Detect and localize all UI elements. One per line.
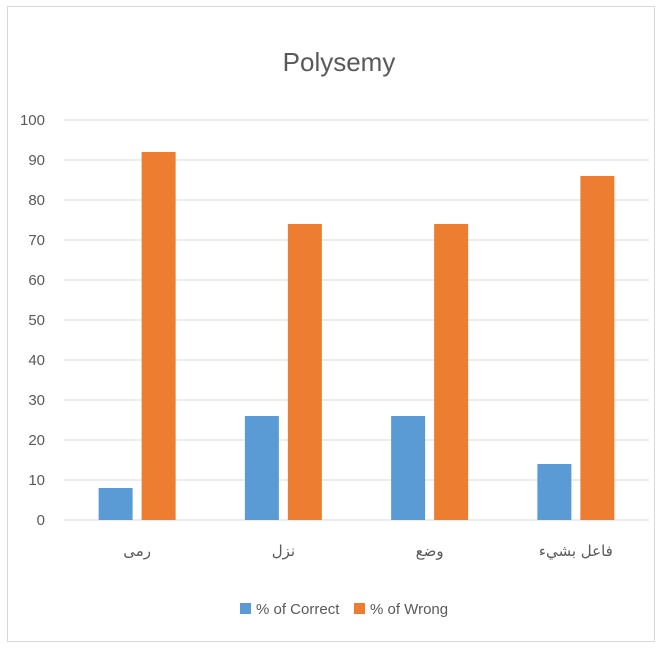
y-tick-label: 40 <box>28 352 45 369</box>
bar-correct <box>98 488 133 520</box>
legend: % of Correct % of Wrong <box>240 601 448 618</box>
legend-swatch-correct <box>240 603 251 614</box>
x-category-label: نزل <box>272 542 295 560</box>
bar-correct <box>244 416 279 520</box>
y-tick-label: 80 <box>28 192 45 209</box>
x-category-label: فاعل بشيء <box>539 542 613 561</box>
y-tick-label: 50 <box>28 312 45 329</box>
y-tick-label: 90 <box>28 152 45 169</box>
y-tick-label: 100 <box>20 112 45 129</box>
y-tick-label: 30 <box>28 392 45 409</box>
y-tick-label: 20 <box>28 432 45 449</box>
chart-frame: Polysemy 0 10 20 30 40 50 60 70 80 90 100 رمى نزل وض… <box>7 6 655 642</box>
legend-swatch-wrong <box>354 603 365 614</box>
y-tick-label: 0 <box>37 512 45 529</box>
x-axis: رمى نزل وضع فاعل بشيء <box>123 542 613 561</box>
bars <box>98 152 615 520</box>
bar-wrong <box>141 152 176 520</box>
legend-label-correct: % of Correct <box>256 601 340 618</box>
y-tick-label: 60 <box>28 272 45 289</box>
x-category-label: وضع <box>416 542 444 560</box>
bar-wrong <box>434 224 469 520</box>
bar-wrong <box>287 224 322 520</box>
y-axis: 0 10 20 30 40 50 60 70 80 90 100 <box>20 112 45 529</box>
legend-label-wrong: % of Wrong <box>370 601 448 618</box>
bar-correct <box>391 416 426 520</box>
chart-title: Polysemy <box>283 47 396 77</box>
y-tick-label: 70 <box>28 232 45 249</box>
bar-chart: Polysemy 0 10 20 30 40 50 60 70 80 90 100 رمى نزل وض… <box>20 47 649 618</box>
bar-correct <box>537 464 572 520</box>
x-category-label: رمى <box>123 542 151 560</box>
y-tick-label: 10 <box>28 472 45 489</box>
bar-wrong <box>580 176 615 520</box>
